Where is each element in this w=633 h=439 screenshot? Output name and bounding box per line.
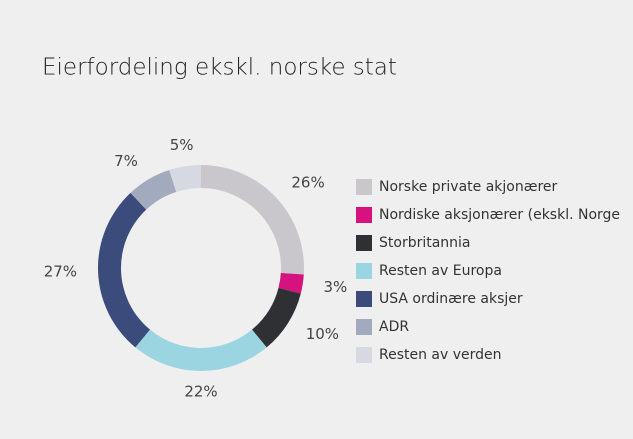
legend-label: Nordiske aksjonærer (ekskl. Norge xyxy=(379,207,620,223)
donut-slice xyxy=(278,273,304,294)
donut-slice xyxy=(251,287,301,348)
legend-swatch xyxy=(356,291,372,307)
slice-label: 10% xyxy=(306,325,339,343)
legend-swatch xyxy=(356,207,372,223)
legend-label: ADR xyxy=(379,319,409,335)
donut-slice xyxy=(135,329,267,371)
legend-swatch xyxy=(356,319,372,335)
slice-label: 7% xyxy=(114,152,138,170)
slice-label: 26% xyxy=(291,174,324,192)
legend-label: Resten av Europa xyxy=(379,263,502,279)
legend-swatch xyxy=(356,235,372,251)
slice-label: 22% xyxy=(184,383,217,401)
donut-slice xyxy=(169,165,201,192)
slice-label: 5% xyxy=(170,136,194,154)
donut-slice xyxy=(130,170,177,210)
legend-swatch xyxy=(356,179,372,195)
slice-label: 3% xyxy=(323,278,347,296)
legend-label: USA ordinære aksjer xyxy=(379,291,523,307)
legend-swatch xyxy=(356,347,372,363)
legend-label: Storbritannia xyxy=(379,235,471,251)
donut-slice xyxy=(201,165,304,275)
donut-slice xyxy=(98,192,151,348)
legend-swatch xyxy=(356,263,372,279)
legend-label: Norske private akjonærer xyxy=(379,179,558,195)
slice-label: 27% xyxy=(44,262,77,280)
chart-title: Eierfordeling ekskl. norske stat xyxy=(42,55,397,81)
legend-label: Resten av verden xyxy=(379,347,502,363)
